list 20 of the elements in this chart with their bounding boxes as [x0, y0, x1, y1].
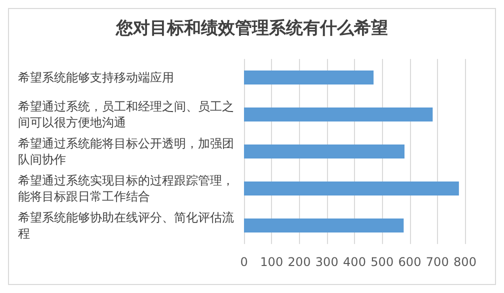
x-tick-label: 100 [260, 255, 284, 269]
x-tick-label: 700 [426, 255, 449, 269]
bar [244, 218, 404, 233]
chart-title: 您对目标和绩效管理系统有什么希望 [115, 18, 388, 38]
x-tick-label: 500 [370, 255, 394, 269]
x-tick-label: 0 [240, 255, 248, 269]
x-tick-label: 800 [454, 255, 476, 269]
y-tick-label: 希望系统能够协助在线评分、简化评估流程 [18, 210, 234, 240]
x-tick-label: 300 [315, 255, 338, 269]
x-tick-label: 600 [398, 255, 422, 269]
x-tick-label: 200 [288, 255, 311, 269]
bar [244, 144, 404, 159]
x-tick-label: 400 [343, 255, 366, 269]
y-tick-label: 希望通过系统实现目标的过程跟踪管理，能将目标跟日常工作结合 [18, 174, 234, 204]
y-tick-label: 希望系统能够支持移动端应用 [18, 70, 174, 84]
bar [244, 107, 433, 122]
y-tick-label: 希望通过系统，员工和经理之间、员工之间可以很方便地沟通 [18, 100, 234, 130]
bar [244, 181, 459, 196]
y-tick-label: 希望通过系统能将目标公开透明，加强团队间协作 [18, 136, 234, 166]
bar [244, 70, 374, 85]
